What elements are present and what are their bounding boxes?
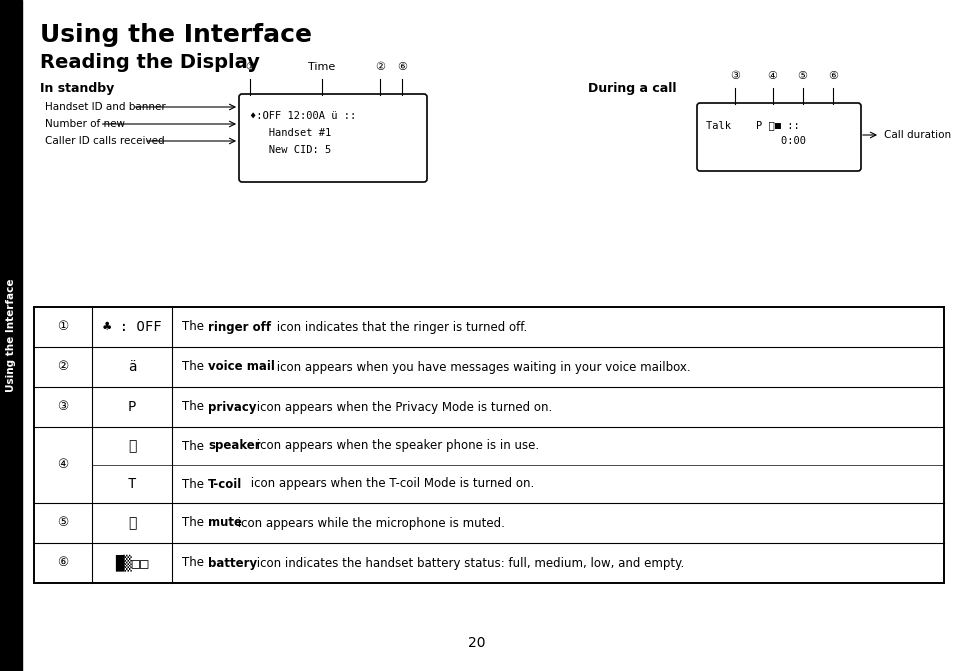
- Text: icon appears when you have messages waiting in your voice mailbox.: icon appears when you have messages wait…: [273, 360, 690, 374]
- Text: Using the Interface: Using the Interface: [6, 278, 16, 393]
- Text: T-coil: T-coil: [208, 478, 242, 491]
- Text: The: The: [182, 321, 208, 333]
- Text: icon appears when the Privacy Mode is turned on.: icon appears when the Privacy Mode is tu…: [253, 401, 552, 413]
- Text: ④: ④: [767, 71, 777, 81]
- Text: ①: ①: [245, 62, 254, 72]
- Text: █▒□□: █▒□□: [115, 554, 149, 572]
- Text: ä: ä: [128, 360, 136, 374]
- Text: ④: ④: [57, 458, 69, 472]
- Text: Caller ID calls received: Caller ID calls received: [45, 136, 165, 146]
- Text: Handset ID and banner: Handset ID and banner: [45, 102, 166, 112]
- Text: mute: mute: [208, 517, 242, 529]
- Text: icon appears when the T-coil Mode is turned on.: icon appears when the T-coil Mode is tur…: [247, 478, 534, 491]
- Text: ②: ②: [57, 360, 69, 374]
- Text: icon indicates the handset battery status: full, medium, low, and empty.: icon indicates the handset battery statu…: [253, 556, 684, 570]
- Text: Number of new: Number of new: [45, 119, 125, 129]
- Text: The: The: [182, 556, 208, 570]
- Text: battery: battery: [208, 556, 256, 570]
- Text: privacy: privacy: [208, 401, 256, 413]
- Text: ⑤: ⑤: [57, 517, 69, 529]
- Text: icon appears while the microphone is muted.: icon appears while the microphone is mut…: [233, 517, 504, 529]
- Text: ᴍ: ᴍ: [128, 516, 136, 530]
- Text: ⑥: ⑥: [396, 62, 407, 72]
- Text: ①: ①: [57, 321, 69, 333]
- Text: During a call: During a call: [587, 82, 676, 95]
- Text: voice mail: voice mail: [208, 360, 274, 374]
- Text: Handset #1: Handset #1: [250, 128, 331, 138]
- Text: New CID: 5: New CID: 5: [250, 145, 331, 155]
- Text: 20: 20: [468, 636, 485, 650]
- Text: Reading the Display: Reading the Display: [40, 53, 259, 72]
- Text: Call duration: Call duration: [883, 130, 950, 140]
- Text: P: P: [128, 400, 136, 414]
- Text: ⑥: ⑥: [827, 71, 837, 81]
- Bar: [34, 307, 943, 583]
- Text: The: The: [182, 360, 208, 374]
- Text: T: T: [128, 477, 136, 491]
- Text: The: The: [182, 478, 208, 491]
- Text: The: The: [182, 440, 208, 452]
- Text: speaker: speaker: [208, 440, 260, 452]
- Text: In standby: In standby: [40, 82, 114, 95]
- Text: 0:00: 0:00: [705, 136, 805, 146]
- FancyBboxPatch shape: [697, 103, 861, 171]
- Text: Time: Time: [308, 62, 335, 72]
- Text: ③: ③: [729, 71, 739, 81]
- Text: ⑤: ⑤: [797, 71, 807, 81]
- Text: Talk    P ⭘■ ::: Talk P ⭘■ ::: [705, 120, 799, 130]
- Text: icon appears when the speaker phone is in use.: icon appears when the speaker phone is i…: [253, 440, 539, 452]
- Text: ⑥: ⑥: [57, 556, 69, 570]
- Text: The: The: [182, 517, 208, 529]
- Text: ♦:OFF 12:00A ü ::: ♦:OFF 12:00A ü ::: [250, 111, 355, 121]
- Text: ringer off: ringer off: [208, 321, 271, 333]
- Text: ♣ : OFF: ♣ : OFF: [103, 320, 161, 334]
- Text: Using the Interface: Using the Interface: [40, 23, 312, 47]
- Text: ⭘: ⭘: [128, 439, 136, 453]
- FancyBboxPatch shape: [239, 94, 427, 182]
- Text: ②: ②: [375, 62, 385, 72]
- Bar: [0, 0, 22, 671]
- Text: The: The: [182, 401, 208, 413]
- Text: ③: ③: [57, 401, 69, 413]
- Text: icon indicates that the ringer is turned off.: icon indicates that the ringer is turned…: [273, 321, 527, 333]
